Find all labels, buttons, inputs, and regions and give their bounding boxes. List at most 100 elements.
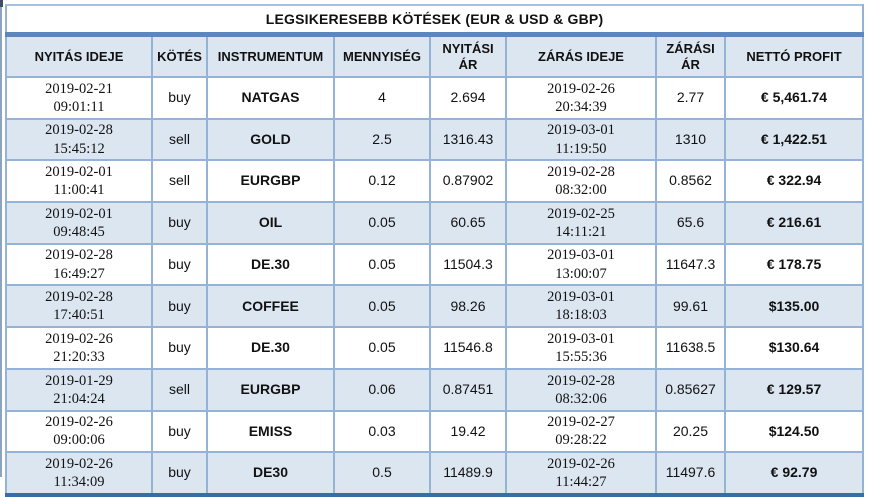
cell-open-time: 2019-02-26 11:34:09 [5,451,153,497]
cell-open-time-date: 2019-02-01 [45,205,113,222]
cell-open-time-time: 16:49:27 [53,265,105,282]
sheet-corner-artifact [0,0,3,7]
cell-open-time-time: 11:34:09 [53,474,105,491]
cell-open-time: 2019-02-28 16:49:27 [5,242,153,287]
cell-net-profit: $130.64 [724,326,864,370]
cell-close-time: 2019-03-01 15:55:36 [505,326,657,370]
table-header-row: NYITÁS IDEJE KÖTÉS INSTRUMENTUM MENNYISÉG NY… [5,33,864,78]
trade-row: 2019-02-21 09:01:11 buy NATGAS 4 2.694 2019-02… [5,76,864,120]
table-title: LEGSIKERESEBB KÖTÉSEK (EUR & USD & GBP) [5,4,864,37]
cell-open-time: 2019-02-01 09:48:45 [5,201,153,245]
column-header-instrument: INSTRUMENTUM [206,33,335,78]
cell-close-time-time: 11:19:50 [555,140,607,157]
trades-table: LEGSIKERESEBB KÖTÉSEK (EUR & USD & GBP) … [5,4,864,497]
cell-open-time: 2019-02-28 17:40:51 [5,284,153,329]
column-header-close-price: ZÁRÁSI ÁR [655,33,726,78]
cell-open-time: 2019-02-01 11:00:41 [5,159,153,204]
cell-instrument: NATGAS [206,76,335,120]
cell-close-time-date: 2019-02-26 [547,455,615,472]
cell-open-time: 2019-02-26 21:20:33 [5,326,153,370]
cell-net-profit: € 178.75 [724,242,864,287]
cell-net-profit: € 1,422.51 [724,117,864,162]
cell-close-price: 0.8562 [655,159,726,204]
cell-quantity: 0.05 [333,284,431,329]
cell-close-time-date: 2019-03-01 [547,330,615,347]
column-header-open-price: NYITÁSI ÁR [429,33,507,78]
cell-close-time: 2019-02-26 20:34:39 [505,76,657,120]
cell-open-price: 0.87902 [429,159,507,204]
cell-side: buy [151,326,208,370]
cell-close-time: 2019-02-25 14:11:21 [505,201,657,245]
cell-open-price: 11546.8 [429,326,507,370]
column-header-side: KÖTÉS [151,33,208,78]
cell-close-time: 2019-02-27 09:28:22 [505,409,657,454]
cell-close-time-time: 14:11:21 [555,223,607,240]
cell-close-price: 11638.5 [655,326,726,370]
column-header-quantity: MENNYISÉG [333,33,431,78]
cell-close-time-time: 11:44:27 [555,474,607,491]
cell-open-price: 2.694 [429,76,507,120]
cell-open-time: 2019-02-26 09:00:06 [5,409,153,454]
cell-net-profit: € 322.94 [724,159,864,204]
cell-side: buy [151,201,208,245]
cell-open-price: 11489.9 [429,451,507,497]
trade-row: 2019-02-26 09:00:06 buy EMISS 0.03 19.42 2019-… [5,409,864,454]
cell-instrument: DE.30 [206,326,335,370]
cell-close-price: 20.25 [655,409,726,454]
column-header-net-profit: NETTÓ PROFIT [724,33,864,78]
cell-net-profit: € 5,461.74 [724,76,864,120]
cell-close-time: 2019-03-01 13:00:07 [505,242,657,287]
cell-close-time-time: 13:00:07 [555,265,607,282]
trade-row: 2019-02-28 16:49:27 buy DE.30 0.05 11504.3 201… [5,242,864,287]
cell-close-time-date: 2019-02-26 [547,80,615,97]
cell-open-time-time: 17:40:51 [53,307,105,324]
cell-side: buy [151,451,208,497]
cell-open-price: 0.87451 [429,367,507,412]
cell-close-time-date: 2019-03-01 [547,122,615,139]
column-header-open-time: NYITÁS IDEJE [5,33,153,78]
cell-close-price: 65.6 [655,201,726,245]
trade-row: 2019-02-01 09:48:45 buy OIL 0.05 60.65 2019-02… [5,201,864,245]
cell-instrument: EURGBP [206,367,335,412]
cell-close-time-date: 2019-03-01 [547,247,615,264]
cell-open-time-date: 2019-02-26 [45,330,113,347]
cell-close-time: 2019-03-01 18:18:03 [505,284,657,329]
cell-open-time-time: 09:00:06 [53,432,105,449]
cell-open-price: 1316.43 [429,117,507,162]
trade-row: 2019-01-29 21:04:24 sell EURGBP 0.06 0.87451 2… [5,367,864,412]
cell-net-profit: $135.00 [724,284,864,329]
cell-close-time: 2019-02-26 11:44:27 [505,451,657,497]
column-header-close-time: ZÁRÁS IDEJE [505,33,657,78]
cell-quantity: 2.5 [333,117,431,162]
cell-open-price: 11504.3 [429,242,507,287]
cell-open-time-time: 15:45:12 [53,140,105,157]
cell-close-time: 2019-02-28 08:32:00 [505,159,657,204]
cell-close-time-time: 15:55:36 [555,348,607,365]
cell-quantity: 0.06 [333,367,431,412]
cell-close-price: 2.77 [655,76,726,120]
cell-close-time: 2019-02-28 08:32:06 [505,367,657,412]
cell-open-price: 19.42 [429,409,507,454]
table-title-row: LEGSIKERESEBB KÖTÉSEK (EUR & USD & GBP) [5,4,864,37]
cell-quantity: 0.05 [333,326,431,370]
cell-close-time-date: 2019-02-28 [547,372,615,389]
cell-quantity: 0.12 [333,159,431,204]
cell-open-time-date: 2019-02-28 [45,247,113,264]
cell-close-time: 2019-03-01 11:19:50 [505,117,657,162]
cell-instrument: EMISS [206,409,335,454]
cell-side: buy [151,409,208,454]
cell-close-price: 0.85627 [655,367,726,412]
cell-side: sell [151,159,208,204]
cell-side: buy [151,284,208,329]
cell-open-time-time: 21:20:33 [53,348,105,365]
cell-open-price: 98.26 [429,284,507,329]
cell-close-time-time: 08:32:06 [555,390,607,407]
sheet-left-gridline [0,0,2,477]
cell-open-time-time: 09:48:45 [53,223,105,240]
cell-close-time-date: 2019-03-01 [547,289,615,306]
trade-row: 2019-02-28 15:45:12 sell GOLD 2.5 1316.43 2019… [5,117,864,162]
cell-side: buy [151,76,208,120]
cell-open-time-date: 2019-02-21 [45,80,113,97]
cell-side: sell [151,117,208,162]
